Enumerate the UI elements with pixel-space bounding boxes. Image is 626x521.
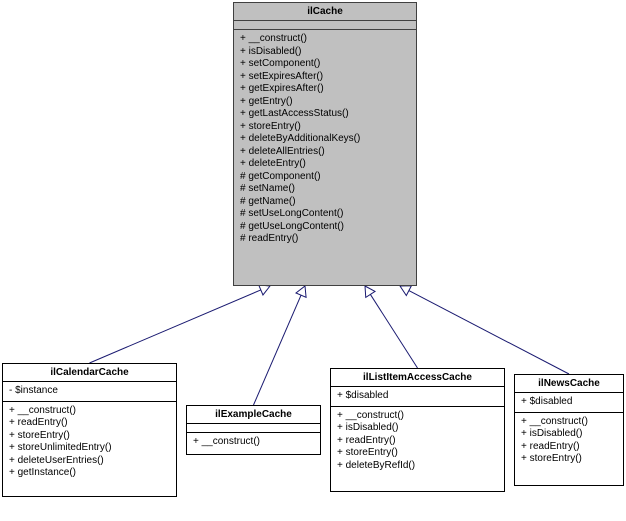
class-methods-ilListItemAccessCache: + __construct()+ isDisabled()+ readEntry…: [331, 407, 504, 476]
method: + readEntry(): [337, 435, 498, 448]
edge-ilExampleCache-to-ilCache: [254, 295, 302, 405]
method: # setUseLongContent(): [240, 208, 410, 221]
method: + deleteByAdditionalKeys(): [240, 133, 410, 146]
method: + __construct(): [240, 33, 410, 46]
class-attrs-ilNewsCache: + $disabled: [515, 393, 623, 413]
class-ilListItemAccessCache: ilListItemAccessCache + $disabled + __cons…: [330, 368, 505, 492]
arrowhead-icon: [296, 286, 306, 297]
method: + __construct(): [9, 405, 170, 418]
class-attrs-ilListItemAccessCache: + $disabled: [331, 387, 504, 407]
method: + isDisabled(): [337, 422, 498, 435]
method: + deleteAllEntries(): [240, 146, 410, 159]
class-title-ilExampleCache: ilExampleCache: [187, 406, 320, 424]
method: + __construct(): [521, 416, 617, 429]
class-title-ilNewsCache: ilNewsCache: [515, 375, 623, 393]
arrowhead-icon: [259, 285, 270, 295]
method: + getExpiresAfter(): [240, 83, 410, 96]
method: + storeUnlimitedEntry(): [9, 442, 170, 455]
method: + readEntry(): [9, 417, 170, 430]
edge-ilCalendarCache-to-ilCache: [90, 290, 261, 363]
class-ilCache: ilCache+ __construct()+ isDisabled()+ se…: [233, 2, 417, 286]
method: + __construct(): [337, 410, 498, 423]
method: + isDisabled(): [240, 46, 410, 59]
class-ilExampleCache: ilExampleCache + __construct(): [186, 405, 321, 455]
method: + __construct(): [193, 436, 314, 449]
method: + storeEntry(): [521, 453, 617, 466]
method: # getComponent(): [240, 171, 410, 184]
attr: + $disabled: [521, 396, 617, 409]
method: + getEntry(): [240, 96, 410, 109]
attr: + $disabled: [337, 390, 498, 403]
method: # getName(): [240, 196, 410, 209]
method: + storeEntry(): [337, 447, 498, 460]
method: # setName(): [240, 183, 410, 196]
method: + readEntry(): [521, 441, 617, 454]
class-attrs-ilCalendarCache: - $instance: [3, 382, 176, 402]
class-methods-ilCache: + __construct()+ isDisabled()+ setCompon…: [234, 30, 416, 249]
edge-ilNewsCache-to-ilCache: [409, 291, 569, 374]
method: + storeEntry(): [9, 430, 170, 443]
method: + setComponent(): [240, 58, 410, 71]
method: # readEntry(): [240, 233, 410, 246]
method: + deleteUserEntries(): [9, 455, 170, 468]
method: # getUseLongContent(): [240, 221, 410, 234]
edge-ilListItemAccessCache-to-ilCache: [370, 294, 417, 368]
method: + getInstance(): [9, 467, 170, 480]
class-title-ilCalendarCache: ilCalendarCache: [3, 364, 176, 382]
class-attrs-ilExampleCache: [187, 424, 320, 433]
method: + deleteEntry(): [240, 158, 410, 171]
class-title-ilCache: ilCache: [234, 3, 416, 21]
method: + deleteByRefId(): [337, 460, 498, 473]
class-methods-ilExampleCache: + __construct(): [187, 433, 320, 452]
arrowhead-icon: [365, 286, 375, 297]
arrowhead-icon: [400, 286, 411, 296]
class-title-ilListItemAccessCache: ilListItemAccessCache: [331, 369, 504, 387]
class-attrs-ilCache: [234, 21, 416, 30]
attr: - $instance: [9, 385, 170, 398]
method: + setExpiresAfter(): [240, 71, 410, 84]
class-ilNewsCache: ilNewsCache + $disabled + __construct()+ i…: [514, 374, 624, 486]
class-ilCalendarCache: ilCalendarCache - $instance + __construct(…: [2, 363, 177, 497]
method: + storeEntry(): [240, 121, 410, 134]
class-methods-ilCalendarCache: + __construct()+ readEntry()+ storeEntry…: [3, 402, 176, 483]
method: + isDisabled(): [521, 428, 617, 441]
method: + getLastAccessStatus(): [240, 108, 410, 121]
class-methods-ilNewsCache: + __construct()+ isDisabled()+ readEntry…: [515, 413, 623, 469]
uml-diagram: ilCache+ __construct()+ isDisabled()+ se…: [0, 0, 626, 521]
